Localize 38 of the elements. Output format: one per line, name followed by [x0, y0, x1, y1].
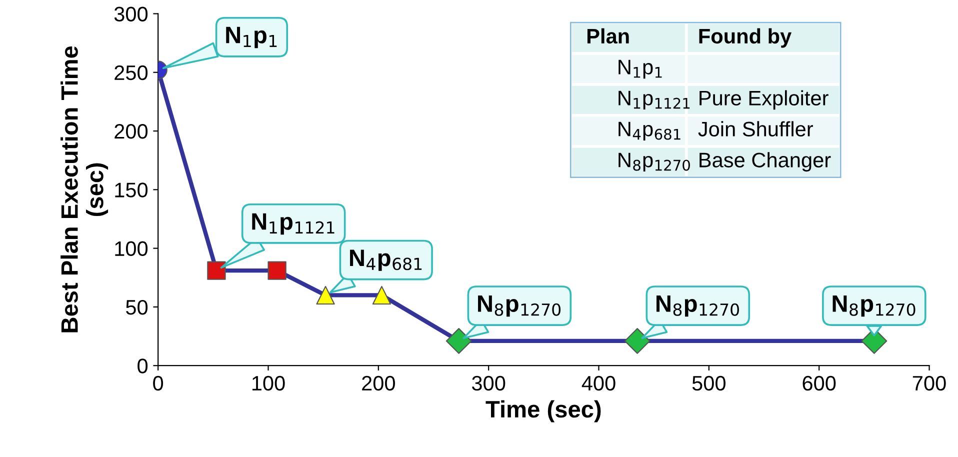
- annotation: N$_{8}$p$_{1270}$: [478, 296, 561, 317]
- y-tick-label: 150: [115, 182, 148, 198]
- annotation: N$_{8}$p$_{1270}$: [618, 152, 690, 172]
- x-tick-label: 500: [692, 376, 726, 391]
- x-tick-label: 700: [912, 376, 946, 391]
- x-tick-label: 600: [802, 376, 836, 391]
- x-tick-label: 0: [153, 376, 164, 391]
- annotation: Pure Exploiter: [700, 90, 828, 110]
- point: [268, 261, 286, 280]
- x-axis-title: Time (sec): [486, 400, 601, 422]
- y-tick-label: 250: [114, 65, 148, 80]
- y-tick-label: 300: [114, 6, 148, 22]
- annotation: Base Changer: [700, 152, 831, 172]
- annotation: Found by: [699, 28, 792, 48]
- point: [624, 328, 650, 354]
- point: [316, 286, 335, 305]
- annotation: N$_{1}$p$_{1121}$: [618, 90, 690, 110]
- point: [207, 261, 226, 280]
- annotation: N$_{1}$p$_{1}$: [618, 60, 662, 79]
- x-tick-label: 400: [582, 376, 616, 391]
- y-axis-title: Best Plan Execution Time (sec): [60, 46, 108, 332]
- annotation: N$_{4}$p$_{681}$: [350, 250, 422, 271]
- annotation: N$_{1}$p$_{1121}$: [252, 213, 334, 235]
- y-tick-label: 50: [126, 300, 148, 315]
- annotation: Plan: [587, 28, 629, 44]
- y-tick-label: 200: [114, 124, 148, 139]
- y-tick-label: 0: [138, 358, 148, 374]
- annotation: N$_{8}$p$_{1270}$: [832, 296, 916, 317]
- x-tick-label: 300: [472, 376, 506, 391]
- y-tick-label: 100: [115, 241, 148, 256]
- point: [446, 328, 472, 354]
- annotation: N$_{1}$p$_{1}$: [226, 26, 277, 48]
- annotation: N$_{4}$p$_{681}$: [618, 122, 680, 141]
- x-tick-label: 200: [362, 376, 395, 391]
- x-tick-label: 100: [252, 376, 285, 391]
- annotation: Join Shuffler: [698, 121, 813, 136]
- point: [372, 286, 392, 305]
- annotation: N$_{8}$p$_{1270}$: [656, 296, 739, 317]
